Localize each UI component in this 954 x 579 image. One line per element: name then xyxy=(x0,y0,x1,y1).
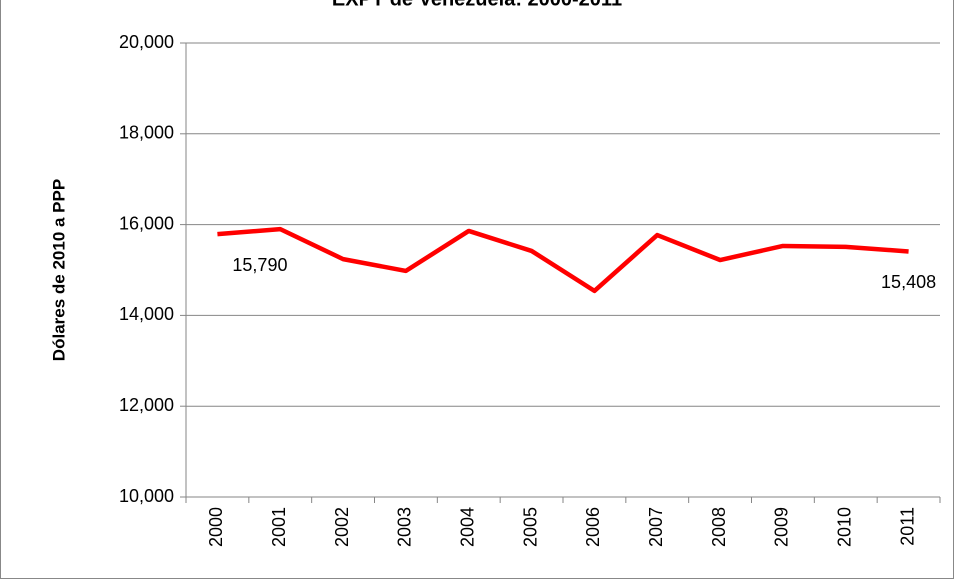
x-tick-label: 2003 xyxy=(395,507,415,547)
x-tick-label: 2006 xyxy=(583,507,603,547)
y-tick-label: 12,000 xyxy=(119,395,174,415)
x-tick-label: 2000 xyxy=(206,507,226,547)
line-series xyxy=(217,226,909,294)
y-tick-label: 18,000 xyxy=(119,123,174,143)
x-tick-label: 2002 xyxy=(332,507,352,547)
x-tick-label: 2005 xyxy=(520,507,540,547)
y-tick-label: 14,000 xyxy=(119,304,174,324)
data-label: 15,408 xyxy=(881,272,936,292)
chart-title: EXPT de Venezuela: 2000-2011 xyxy=(332,0,622,10)
x-tick-label: 2004 xyxy=(458,507,478,547)
x-tick-label: 2008 xyxy=(709,507,729,547)
x-tick-label: 2011 xyxy=(897,507,917,546)
x-tick-label: 2001 xyxy=(269,507,289,547)
y-axis-label: Dólares de 2010 a PPP xyxy=(49,179,68,361)
x-tick-label: 2009 xyxy=(772,507,792,547)
x-tick-label: 2007 xyxy=(646,507,666,547)
y-tick-label: 20,000 xyxy=(119,32,174,52)
y-tick-label: 10,000 xyxy=(119,486,174,506)
x-tick-label: 2010 xyxy=(835,507,855,547)
y-tick-label: 16,000 xyxy=(119,213,174,233)
data-label: 15,790 xyxy=(232,255,287,275)
